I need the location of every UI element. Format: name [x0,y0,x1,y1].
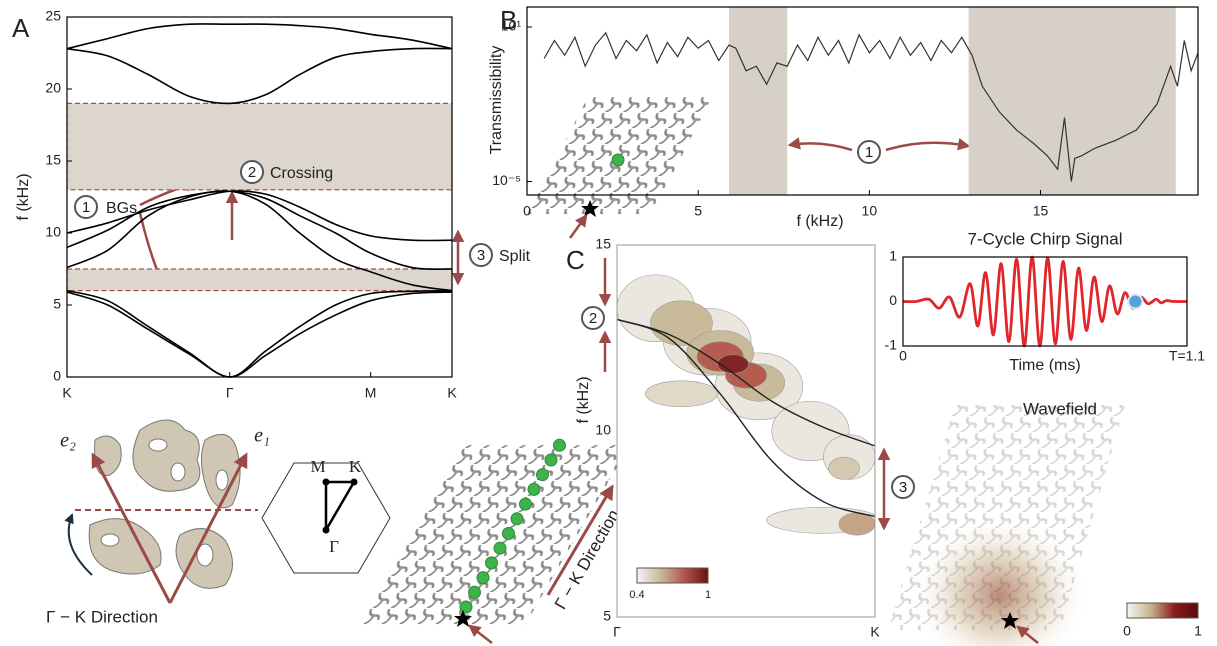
annotation-number: 3 [477,247,485,264]
x-tick-label: 15 [1033,203,1049,219]
x-tick-label: 0 [899,348,907,364]
y-tick-label: 5 [603,608,611,624]
sensor [494,542,506,554]
contour-blob [718,355,749,374]
y-tick-label: 0 [889,292,897,308]
series-line [67,291,452,377]
gamma-label: Γ [329,537,339,556]
x-axis-label: f (kHz) [796,213,843,230]
pointer [69,515,92,575]
sensor [486,557,498,569]
sensor [469,586,481,598]
k-label: K [349,457,362,476]
colorbar-tick-label: 1 [705,589,711,601]
y-tick-label: 10¹ [501,18,522,34]
y-tick-label: 25 [45,8,61,24]
sensor [537,469,549,481]
annotation-text: Crossing [270,165,333,182]
x-tick-label: K [62,385,72,401]
unit-cell [89,420,240,588]
annotation-number: 3 [899,479,907,496]
x-tick-label: 5 [694,203,702,219]
band-gap [969,7,1176,195]
y-tick-label: 5 [53,296,61,312]
e2-label: e₂ [60,430,76,452]
x-tick-label: M [365,385,377,401]
y-tick-label: 10 [595,422,611,438]
sensor [554,439,566,451]
annotation-number: 2 [248,164,256,181]
y-axis-label: f (kHz) [575,376,592,423]
x-tick-label: 0 [523,203,531,219]
sensor [511,513,523,525]
y-axis-label: Transmissibility [488,46,505,155]
sensor [477,572,489,584]
contour-blob [839,513,875,535]
y-tick-label: 15 [45,152,61,168]
chart-title: 7-Cycle Chirp Signal [968,229,1123,248]
x-tick-label: 10 [862,203,878,219]
sensor [460,601,472,613]
sensor [528,483,540,495]
sensor [612,154,624,166]
annotation-number: 1 [82,199,90,216]
irreducible-path [326,482,354,530]
figure: Γ − K Direction e₂ e₁ Γ − K Direction M … [0,0,1217,646]
band-gap [729,7,787,195]
annotation-number: 1 [865,144,873,161]
y-tick-label: 10⁻⁵ [492,172,521,188]
y-tick-label: 10 [45,224,61,240]
e1-label: e₁ [254,425,270,447]
colorbar [637,568,708,583]
annotation-number: 2 [589,310,597,327]
x-tick-label: T=1.1 [1169,348,1205,364]
colorbar [1127,603,1198,618]
x-tick-label: Γ [613,624,621,640]
y-axis-label: f (kHz) [15,173,32,220]
series-line [67,292,452,377]
panel-label: C [566,245,585,275]
x-axis-label: Time (ms) [1009,357,1080,374]
series-line [67,48,452,103]
y-tick-label: 1 [889,248,897,264]
colorbar-tick-label: 1 [1194,623,1202,639]
contour-blob [645,381,717,407]
sensor [503,528,515,540]
marker [1128,295,1142,309]
series-line [903,257,1187,346]
y-tick-label: 20 [45,80,61,96]
direction-label: Γ − K Direction [46,607,158,626]
annotation-text: BGs [106,200,137,217]
colorbar-tick-label: 0.4 [629,589,644,601]
y-tick-label: 15 [595,236,611,252]
series-line [67,24,452,49]
panel-label: A [12,13,30,43]
m-label: M [310,457,325,476]
sensor [545,454,557,466]
annotation-text: Split [499,248,531,265]
x-tick-label: Γ [226,385,234,401]
y-tick-label: -1 [885,337,898,353]
x-tick-label: K [447,385,457,401]
y-tick-label: 0 [53,368,61,384]
x-tick-label: K [870,624,880,640]
colorbar-tick-label: 0 [1123,623,1131,639]
contour-blob [829,457,860,479]
sensor [520,498,532,510]
chart-title: Wavefield [1023,399,1097,418]
